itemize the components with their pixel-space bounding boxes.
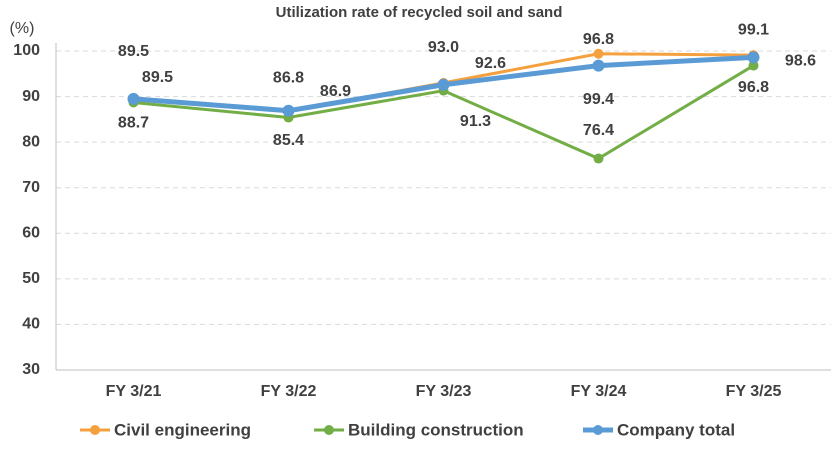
y-tick-label: 70 <box>22 179 40 196</box>
chart-title: Utilization rate of recycled soil and sa… <box>276 4 563 21</box>
legend-marker <box>324 425 334 435</box>
y-tick-label: 100 <box>13 42 40 59</box>
data-label: 93.0 <box>428 39 459 56</box>
y-tick-label: 80 <box>22 133 40 150</box>
x-tick-label: FY 3/21 <box>106 383 162 400</box>
data-point <box>282 104 295 117</box>
data-label: 96.8 <box>738 79 769 96</box>
data-label: 92.6 <box>475 55 506 72</box>
data-label: 89.5 <box>142 69 173 86</box>
data-point <box>593 153 604 164</box>
y-tick-label: 30 <box>22 361 40 378</box>
legend-label: Building construction <box>348 420 524 439</box>
x-tick-label: FY 3/22 <box>261 383 317 400</box>
y-unit-label: (%) <box>10 20 35 37</box>
y-tick-label: 50 <box>22 270 40 287</box>
legend-marker <box>90 425 100 435</box>
x-tick-label: FY 3/23 <box>416 383 472 400</box>
y-tick-label: 60 <box>22 225 40 242</box>
data-label: 85.4 <box>273 132 304 149</box>
data-label: 98.6 <box>785 53 816 70</box>
x-tick-label: FY 3/25 <box>726 383 782 400</box>
x-tick-label: FY 3/24 <box>571 383 627 400</box>
data-label: 88.7 <box>118 115 149 132</box>
data-label: 99.4 <box>583 91 614 108</box>
data-point <box>592 59 605 72</box>
data-label: 99.1 <box>738 21 769 38</box>
data-point <box>437 78 450 91</box>
legend-marker <box>593 425 603 435</box>
y-tick-label: 40 <box>22 316 40 333</box>
data-point <box>748 60 759 71</box>
data-point <box>127 92 140 105</box>
legend-label: Company total <box>617 420 735 439</box>
data-label: 89.5 <box>118 43 149 60</box>
data-label: 91.3 <box>460 113 491 130</box>
data-label: 96.8 <box>583 31 614 48</box>
y-tick-label: 90 <box>22 88 40 105</box>
data-point <box>593 48 604 59</box>
data-point <box>747 51 760 64</box>
data-label: 86.9 <box>320 83 351 100</box>
data-label: 86.8 <box>273 69 304 86</box>
data-label: 76.4 <box>583 122 614 139</box>
legend-label: Civil engineering <box>114 420 251 439</box>
